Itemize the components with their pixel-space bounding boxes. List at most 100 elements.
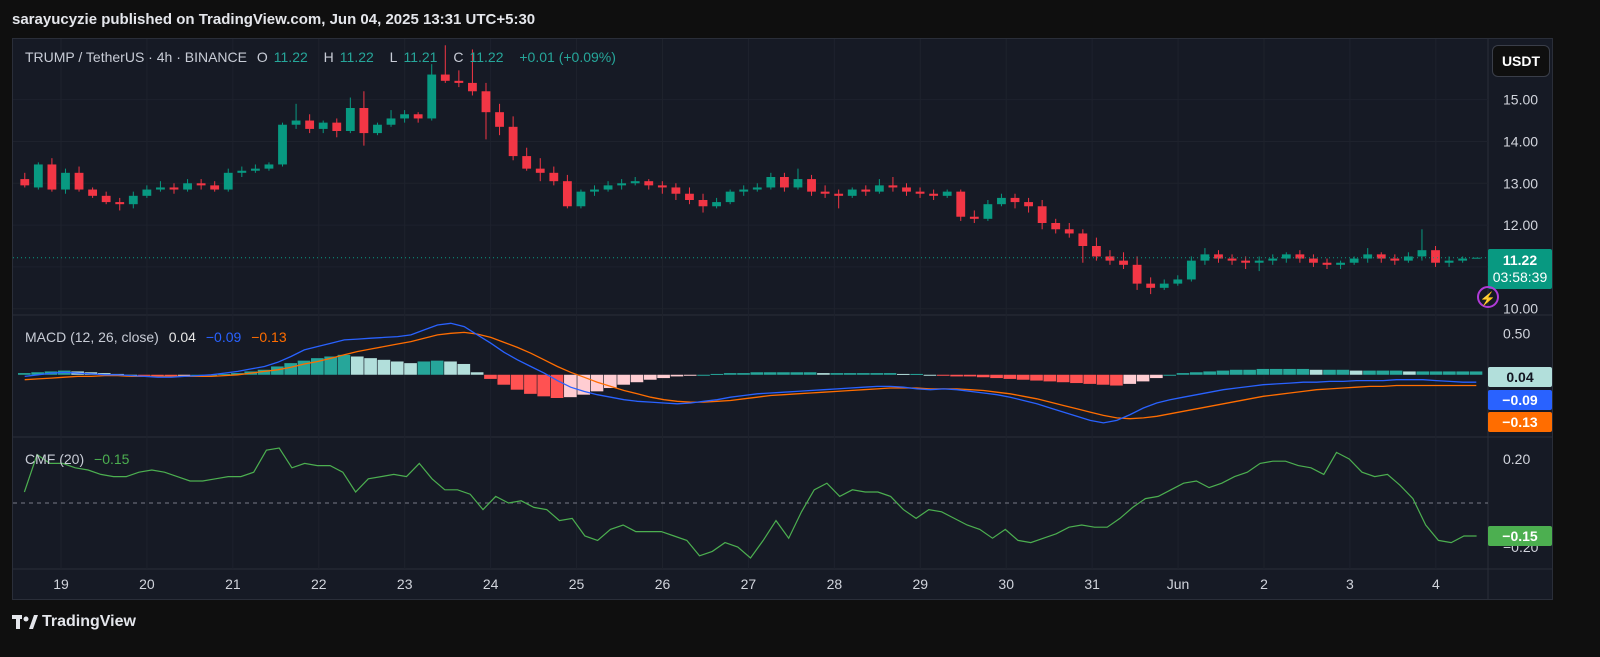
candle [1241,260,1251,263]
candle [1309,258,1318,263]
candle [1417,250,1427,257]
candle [1376,254,1386,259]
cmf-pane [13,447,1488,559]
candle [1214,254,1223,259]
macd-histogram-bar [1229,369,1243,375]
macd-histogram-bar [750,372,764,375]
macd-histogram-bar [1190,372,1203,375]
time-tick-label: 2 [1260,576,1268,592]
candle [535,168,545,173]
candle [1431,250,1440,263]
candle [780,177,789,188]
macd-histogram-bar [710,373,724,375]
candle [332,122,342,131]
candle [739,189,749,192]
currency-button[interactable]: USDT [1492,45,1550,77]
macd-legend: MACD (12, 26, close) 0.04 −0.09 −0.13 [25,329,293,345]
candle [305,120,315,129]
candle [1064,229,1074,234]
macd-histogram-bar [790,372,804,375]
candle [522,156,532,169]
candle [1159,283,1169,288]
candle [1336,262,1345,265]
macd-histogram-bar [1376,370,1390,375]
candle [88,189,98,196]
macd-histogram-bar [936,374,950,376]
time-tick-label: 4 [1432,576,1440,592]
candle [1078,233,1088,246]
macd-histogram-bar [857,373,870,375]
macd-histogram-bar [1176,373,1190,375]
candle [888,185,898,188]
macd-histogram-bar [630,374,644,383]
macd-histogram-bar [510,374,524,390]
price-tick-label: 13.00 [1503,175,1538,191]
ohlc-close: C 11.22 [453,49,504,65]
candle [20,179,30,186]
candle [318,122,328,129]
macd-histogram-bar [18,373,31,375]
candle [956,191,966,217]
candle [752,187,762,190]
macd-histogram-bar [990,374,1003,379]
candle [1051,223,1061,230]
macd-histogram-bar [1283,368,1296,375]
macd-histogram-bar [1416,371,1430,375]
price-tick-label: 15.00 [1503,92,1538,108]
macd-histogram-bar [324,356,337,375]
candle-countdown: 03:58:39 [1492,269,1548,285]
macd-histogram-bar [657,374,670,379]
time-tick-label: 20 [139,576,155,592]
candle [1349,258,1359,263]
macd-histogram-bar [364,358,377,375]
candle [969,216,979,219]
cmf-line [23,447,1477,559]
macd-histogram-bar [870,373,884,375]
macd-histogram-bar [377,359,391,375]
symbol-label[interactable]: TRUMP / TetherUS · 4h · BINANCE [25,49,247,65]
macd-histogram-bar [1110,374,1123,386]
candle [915,191,925,194]
candle [807,179,816,192]
candle [712,202,721,207]
macd-histogram-bar [670,374,684,377]
chart-panel[interactable]: 10.00 12.00 13.00 14.00 15.00 19 20 21 22 23 24 25 2… [12,38,1553,600]
candle [766,177,776,188]
macd-histogram-bar [470,372,484,375]
ohlc-open: O 11.22 [256,49,308,65]
candle [942,191,952,196]
candle [1403,256,1413,261]
candle [1322,262,1332,265]
candle [902,187,911,192]
candle [196,183,206,186]
candle [223,172,233,190]
candle [685,193,694,200]
candle [359,108,369,134]
macd-histogram-bar [803,372,817,375]
macd-histogram-bar [1016,374,1030,380]
macd-histogram-bar [1389,370,1403,375]
macd-histogram-bar [31,372,44,375]
macd-title[interactable]: MACD (12, 26, close) [25,329,159,345]
candle [128,195,138,205]
bolt-icon[interactable]: ⚡ [1477,286,1499,308]
macd-signal-value: −0.13 [251,329,287,345]
candle [861,189,871,192]
time-tick-label: 19 [53,576,69,592]
ohlc-change: +0.01 (+0.09%) [519,49,616,65]
candle [47,164,57,190]
cmf-title[interactable]: CMF (20) [25,451,85,467]
macd-histogram-bar [830,373,844,375]
candle [33,164,43,188]
candle [1295,254,1305,259]
candle [997,197,1006,205]
candle [1091,246,1101,257]
candle [1268,258,1278,261]
candle [834,193,844,196]
candle [1200,254,1210,261]
candle [400,114,410,119]
candle [413,114,423,119]
macd-histogram-bar [817,373,830,375]
macd-histogram-bar [1256,368,1270,375]
